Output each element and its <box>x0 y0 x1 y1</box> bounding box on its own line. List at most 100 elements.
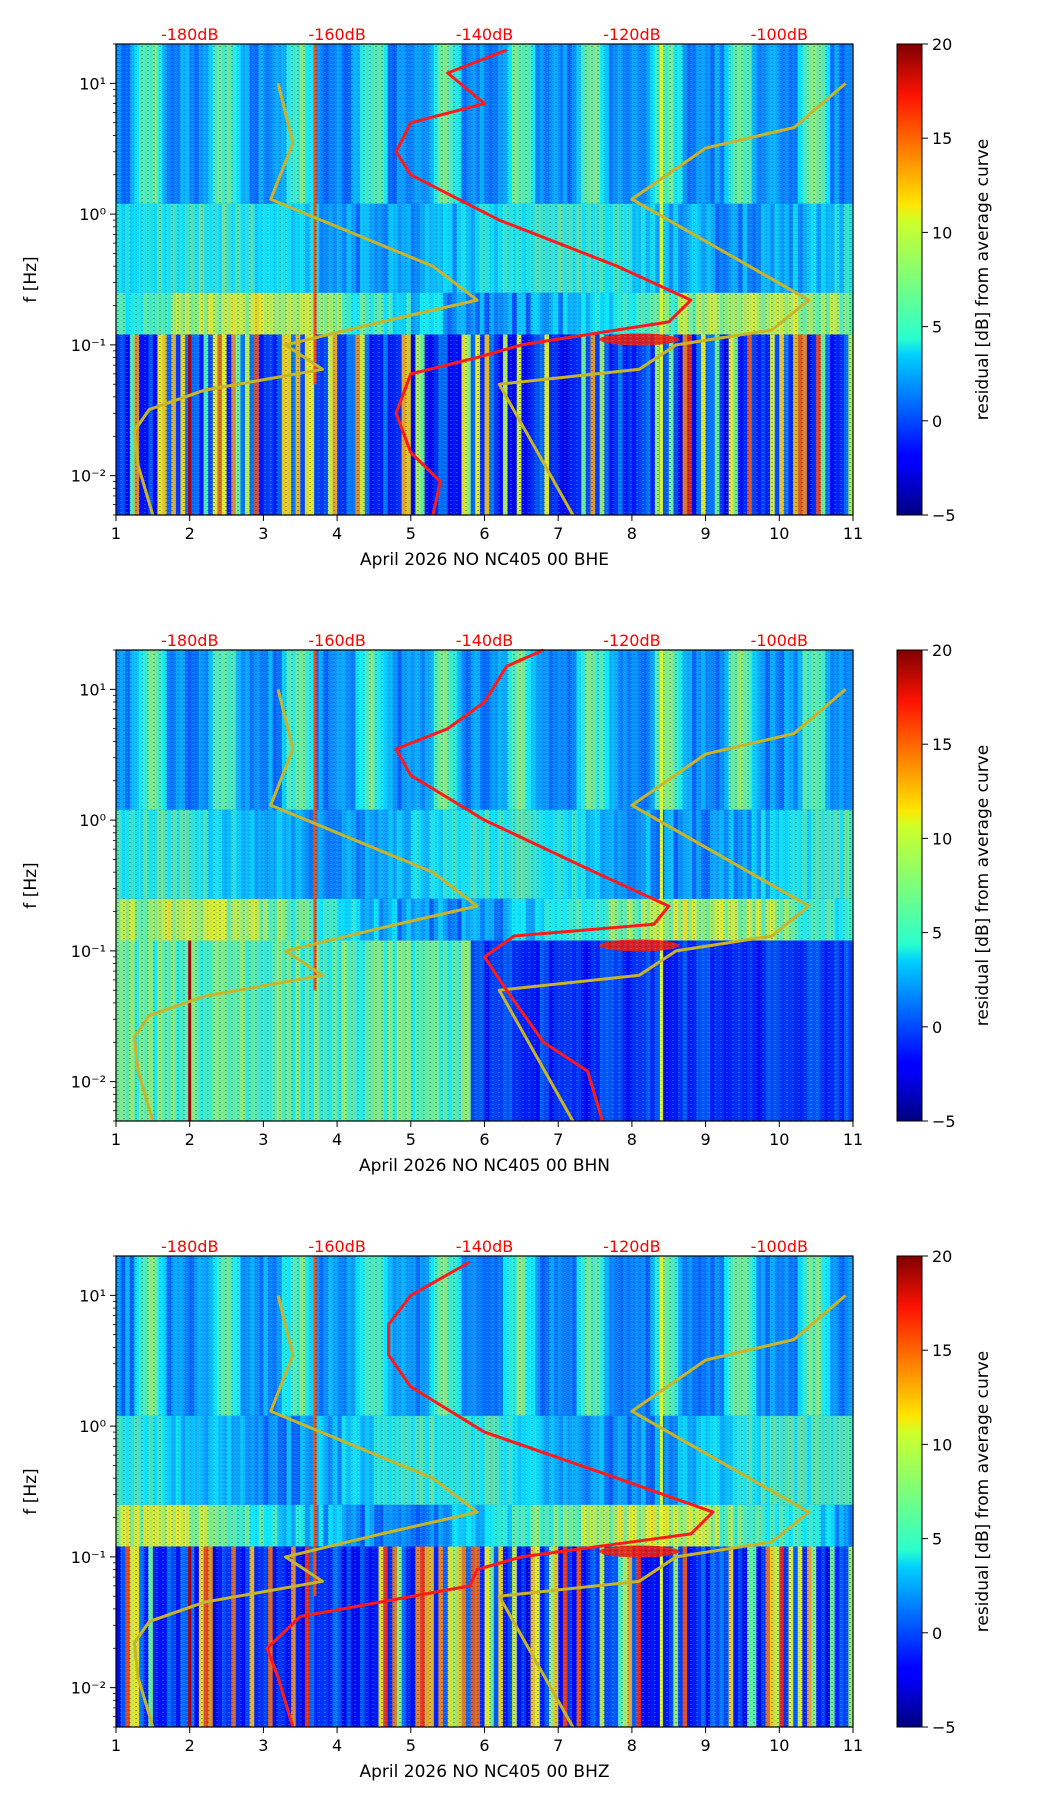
y-tick-label: 10⁻² <box>71 467 106 486</box>
db-scale-label: -100dB <box>751 1237 808 1256</box>
x-axis-label: April 2026 NO NC405 00 BHE <box>360 550 609 570</box>
x-tick-label: 8 <box>627 1736 637 1755</box>
colorbar-tick-label: 5 <box>932 318 942 337</box>
colorbar-tick-label: 0 <box>932 1018 942 1037</box>
db-scale-label: -160dB <box>308 1237 365 1256</box>
colorbar-tick-label: −5 <box>932 1718 956 1737</box>
x-tick-label: 11 <box>843 1130 863 1149</box>
low-noise-model-curve <box>132 1295 479 1728</box>
heatmap-texture <box>116 650 853 1121</box>
average-curve <box>265 1260 715 1728</box>
x-tick-label: 2 <box>185 1130 195 1149</box>
average-curve <box>394 648 671 1122</box>
x-tick-label: 7 <box>553 1130 563 1149</box>
y-tick-label: 10⁰ <box>79 1417 106 1436</box>
colorbar-tick-label: −5 <box>932 506 956 525</box>
db-scale-label: -100dB <box>751 25 808 44</box>
x-tick-label: 4 <box>332 1130 342 1149</box>
x-tick-label: 9 <box>701 1130 711 1149</box>
x-tick-label: 1 <box>111 524 121 543</box>
x-tick-label: 6 <box>479 524 489 543</box>
heatmap-texture <box>116 1256 853 1727</box>
colorbar-tick-label: 15 <box>932 1341 952 1360</box>
colorbar-tick-label: 5 <box>932 1530 942 1549</box>
y-tick-label: 10⁻² <box>71 1073 106 1092</box>
y-tick-label: 10¹ <box>79 680 106 699</box>
db-scale-label: -180dB <box>161 25 218 44</box>
db-scale-label: -120dB <box>603 631 660 650</box>
x-tick-label: 3 <box>258 524 268 543</box>
colorbar-tick-label: 10 <box>932 829 952 848</box>
x-tick-label: 2 <box>185 1736 195 1755</box>
x-tick-label: 5 <box>406 1736 416 1755</box>
colorbar-tick-label: 20 <box>932 1247 952 1266</box>
low-noise-model-curve <box>132 689 479 1122</box>
x-tick-label: 3 <box>258 1736 268 1755</box>
y-tick-label: 10⁰ <box>79 205 106 224</box>
x-tick-label: 2 <box>185 524 195 543</box>
spectrogram-panel-2: 1 2 3 4 5 6 7 8 9 10 11 10¹ 10⁰ 10⁻¹ 10⁻² -180dB -160dB -… <box>21 631 993 1176</box>
y-tick-label: 10⁻¹ <box>71 336 106 355</box>
db-scale-label: -160dB <box>308 25 365 44</box>
db-scale-label: -140dB <box>456 1237 513 1256</box>
heatmap-image <box>116 1256 854 1727</box>
colorbar-tick-label: 15 <box>932 735 952 754</box>
x-tick-label: 1 <box>111 1130 121 1149</box>
x-tick-label: 3 <box>258 1130 268 1149</box>
x-tick-label: 9 <box>701 1736 711 1755</box>
db-scale-label: -120dB <box>603 25 660 44</box>
db-scale-label: -180dB <box>161 1237 218 1256</box>
average-curve <box>394 48 693 516</box>
colorbar-tick-label: 10 <box>932 1435 952 1454</box>
colorbar-tick-label: −5 <box>932 1112 956 1131</box>
colorbar-label: residual [dB] from average curve <box>973 139 993 420</box>
low-noise-model-curve <box>132 83 479 516</box>
colorbar-tick-label: 20 <box>932 641 952 660</box>
x-tick-label: 10 <box>769 524 789 543</box>
colorbar-tick-label: 10 <box>932 223 952 242</box>
x-tick-label: 8 <box>627 524 637 543</box>
colorbar-tick-label: 5 <box>932 924 942 943</box>
db-scale-label: -120dB <box>603 1237 660 1256</box>
y-axis-label: f [Hz] <box>21 1468 41 1514</box>
colorbar-tick-label: 20 <box>932 35 952 54</box>
y-tick-label: 10⁻² <box>71 1679 106 1698</box>
x-tick-label: 5 <box>406 1130 416 1149</box>
colorbar-gradient <box>896 649 923 1122</box>
y-tick-label: 10⁻¹ <box>71 942 106 961</box>
colorbar-tick-label: 15 <box>932 129 952 148</box>
x-tick-label: 11 <box>843 1736 863 1755</box>
colorbar-label: residual [dB] from average curve <box>973 745 993 1026</box>
y-axis-label: f [Hz] <box>21 862 41 908</box>
spectrogram-panel-1: 1 2 3 4 5 6 7 8 9 10 11 10¹ 10⁰ 10⁻¹ 10⁻² -180dB -160dB -… <box>21 25 993 570</box>
colorbar: 20 15 10 5 0 −5 residual [dB] from average cur… <box>896 641 993 1131</box>
db-scale-label: -140dB <box>456 631 513 650</box>
x-tick-label: 4 <box>332 1736 342 1755</box>
colorbar-tick-label: 0 <box>932 1624 942 1643</box>
x-tick-label: 8 <box>627 1130 637 1149</box>
db-scale-label: -180dB <box>161 631 218 650</box>
colorbar-gradient <box>896 43 923 516</box>
spectrogram-panel-3: 1 2 3 4 5 6 7 8 9 10 11 10¹ 10⁰ 10⁻¹ 10⁻² -180dB -160dB -… <box>21 1237 993 1782</box>
x-tick-label: 9 <box>701 524 711 543</box>
x-tick-label: 4 <box>332 524 342 543</box>
x-tick-label: 10 <box>769 1130 789 1149</box>
colorbar-gradient <box>896 1255 923 1728</box>
x-tick-label: 1 <box>111 1736 121 1755</box>
colorbar: 20 15 10 5 0 −5 residual [dB] from average cur… <box>896 1247 993 1737</box>
y-tick-label: 10¹ <box>79 74 106 93</box>
heatmap-image <box>116 44 854 515</box>
y-tick-label: 10¹ <box>79 1286 106 1305</box>
x-tick-label: 6 <box>479 1130 489 1149</box>
x-tick-label: 10 <box>769 1736 789 1755</box>
y-tick-label: 10⁰ <box>79 811 106 830</box>
heatmap-image <box>116 650 854 1121</box>
high-noise-model-curve <box>497 82 847 516</box>
colorbar-label: residual [dB] from average curve <box>973 1351 993 1632</box>
db-scale-label: -140dB <box>456 25 513 44</box>
high-noise-model-curve <box>497 688 847 1122</box>
db-scale-label: -100dB <box>751 631 808 650</box>
x-tick-label: 7 <box>553 1736 563 1755</box>
colorbar-tick-label: 0 <box>932 412 942 431</box>
